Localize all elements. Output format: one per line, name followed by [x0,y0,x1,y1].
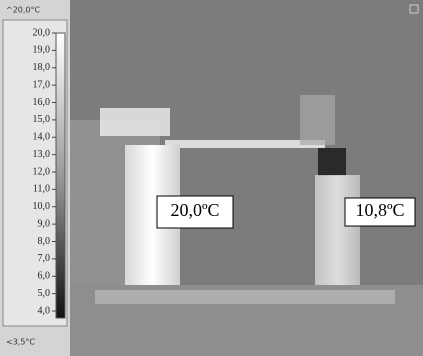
scale-label: 15,0 [33,114,51,125]
scale-label: 9,0 [38,218,51,229]
scale-label: 7,0 [38,253,51,264]
scale-label: 19,0 [33,45,51,56]
scale-label: 4,0 [38,305,51,316]
scale-label: 16,0 [33,97,51,108]
scale-label: 11,0 [33,184,50,195]
scale-label: 5,0 [38,288,51,299]
scale-label: 10,0 [33,201,51,212]
cold-top [300,95,335,145]
scale-label: 18,0 [33,62,51,73]
min-label: <3,5°C [6,338,35,347]
annotation: 10,8ºC [355,200,404,220]
annotation: 20,0ºC [170,200,219,220]
scale-label: 20,0 [33,27,51,38]
scale-label: 17,0 [33,79,51,90]
cold-cap [318,148,346,176]
bright-band [95,290,395,304]
scale-label: 13,0 [33,149,51,160]
cold-insulator [315,175,360,285]
scale-label: 12,0 [33,166,51,177]
hot-top [100,108,170,136]
color-bar [56,33,65,318]
thermal-screenshot: ^20,0°C <3,5°C 20,0 19,0 18,0 17,0 16,0 15,0 1… [0,0,423,356]
scale-label: 14,0 [33,132,51,143]
scale-label: 8,0 [38,236,51,247]
scale-label: 6,0 [38,271,51,282]
max-label: ^20,0°C [6,6,41,15]
